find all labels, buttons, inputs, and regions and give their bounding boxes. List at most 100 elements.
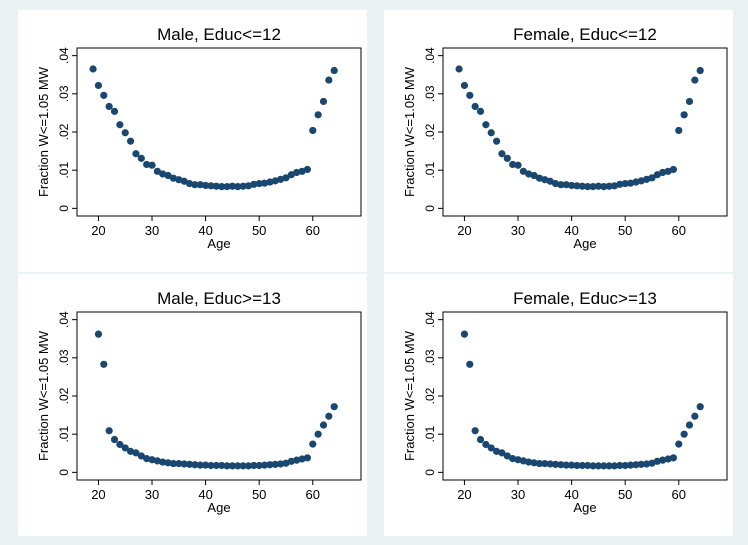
data-point (471, 427, 479, 435)
data-point (132, 449, 140, 457)
data-point (691, 76, 699, 84)
data-point (482, 121, 490, 129)
panel-female-educ-ge13: Female, Educ>=13 0 .01 .02 .03 .04 20 30 40 50 60 A… (384, 274, 733, 536)
data-point (669, 165, 678, 174)
panel-title: Male, Educ>=13 (157, 289, 281, 308)
data-point (94, 81, 103, 90)
data-point (202, 461, 210, 469)
data-point (525, 458, 533, 466)
x-axis-label: Age (207, 236, 230, 251)
data-point (266, 461, 274, 469)
data-point (573, 182, 581, 190)
data-point (153, 167, 161, 175)
data-point (100, 360, 108, 368)
y-axis-label: Fraction W<=1.05 MW (402, 330, 417, 461)
x-tick-label: 20 (457, 223, 471, 238)
data-point (325, 412, 333, 420)
data-point (191, 181, 199, 189)
data-point (568, 461, 576, 469)
data-point (519, 167, 527, 175)
data-point (287, 457, 295, 465)
x-axis-label: Age (207, 500, 230, 515)
data-point (212, 182, 220, 190)
data-point (309, 440, 317, 448)
data-point (196, 461, 204, 469)
data-point (557, 461, 565, 469)
data-point (685, 97, 694, 106)
y-tick-label: .01 (57, 162, 71, 179)
data-point (546, 460, 554, 468)
data-point (293, 456, 301, 464)
data-point (143, 160, 151, 169)
data-point (498, 449, 506, 457)
data-point (551, 460, 560, 468)
data-point (89, 65, 97, 73)
y-tick-label: .03 (423, 349, 437, 366)
data-point (535, 459, 544, 468)
data-point (164, 171, 172, 180)
y-tick-label: .01 (57, 426, 71, 443)
y-tick-label: .03 (423, 85, 437, 102)
data-point (530, 459, 538, 467)
data-point (643, 460, 651, 468)
data-point (482, 440, 490, 449)
data-point (94, 330, 103, 338)
data-point (132, 150, 140, 158)
data-point (562, 181, 570, 189)
data-point (685, 421, 694, 429)
data-point (551, 179, 560, 188)
data-point (218, 461, 226, 470)
x-tick-label: 40 (564, 487, 578, 502)
data-point (110, 435, 119, 444)
y-axis-label: Fraction W<=1.05 MW (402, 66, 417, 197)
data-point (255, 461, 263, 470)
data-point (605, 182, 613, 190)
panel-male-educ-le12: Male, Educ<=12 0 .01 .02 .03 .04 20 30 40 50 60 Age… (18, 10, 367, 272)
data-point (319, 97, 328, 106)
data-point (105, 427, 113, 435)
data-point (589, 462, 597, 470)
panel-title: Male, Educ<=12 (157, 25, 281, 44)
data-point (530, 171, 538, 180)
x-tick-label: 30 (511, 487, 525, 502)
data-point (621, 179, 629, 188)
data-point (466, 360, 474, 368)
data-point (202, 181, 210, 190)
data-point (126, 137, 135, 145)
data-point (116, 121, 124, 129)
data-point (180, 460, 188, 468)
panel-background (384, 274, 733, 536)
data-point (487, 129, 495, 137)
data-point (455, 65, 463, 73)
data-point (169, 459, 178, 468)
y-tick-label: .02 (423, 123, 437, 140)
x-tick-label: 30 (511, 223, 525, 238)
data-point (228, 462, 236, 470)
x-tick-label: 40 (564, 223, 578, 238)
data-point (100, 91, 108, 99)
x-axis-label: Age (573, 236, 596, 251)
data-point (476, 435, 485, 444)
y-tick-label: .04 (57, 311, 71, 328)
data-point (669, 454, 678, 462)
data-point (175, 459, 183, 468)
data-point (503, 154, 511, 162)
data-point (271, 460, 279, 468)
data-point (632, 461, 640, 469)
panel-background (18, 274, 367, 536)
data-point (509, 455, 517, 463)
data-point (519, 457, 527, 465)
y-tick-label: .01 (423, 162, 437, 179)
data-point (164, 459, 172, 467)
y-tick-label: 0 (423, 205, 437, 212)
data-point (218, 183, 226, 191)
data-point (234, 462, 242, 470)
data-point (514, 161, 522, 169)
data-point (476, 107, 485, 115)
data-point (626, 461, 635, 469)
y-axis-label: Fraction W<=1.05 MW (36, 66, 51, 197)
data-point (594, 462, 602, 470)
data-point (632, 178, 640, 186)
data-point (137, 154, 145, 162)
